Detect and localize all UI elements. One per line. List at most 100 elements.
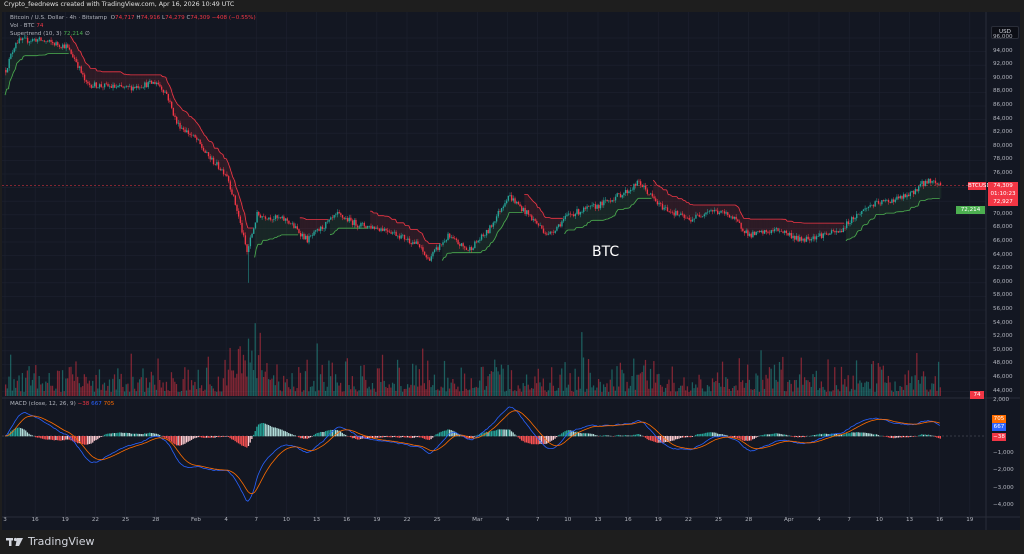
legend-volume[interactable]: Vol · BTC 74 xyxy=(10,23,43,29)
macd-histogram-bar xyxy=(589,433,591,437)
candle-body xyxy=(268,217,270,220)
chart-canvas[interactable] xyxy=(2,12,1020,530)
macd-histogram-bar xyxy=(110,433,112,437)
volume-bar xyxy=(541,386,543,396)
candle-body xyxy=(403,234,406,240)
volume-bar xyxy=(70,366,72,396)
candle-body xyxy=(641,185,644,188)
macd-histogram-bar xyxy=(232,436,235,440)
chart-area[interactable]: Bitcoin / U.S. Dollar · 4h · Bitstamp O7… xyxy=(2,12,1020,530)
macd-histogram-bar xyxy=(241,436,243,446)
macd-histogram-bar xyxy=(646,436,648,440)
volume-bar xyxy=(897,391,900,396)
candle-body xyxy=(526,210,528,215)
volume-bar xyxy=(174,381,176,396)
price-tick-label: 88,000 xyxy=(993,88,1013,95)
volume-bar xyxy=(907,370,910,396)
volume-bar xyxy=(113,374,116,396)
macd-histogram-bar xyxy=(887,436,889,438)
macd-histogram-bar xyxy=(443,430,446,437)
candle-body xyxy=(757,231,759,232)
macd-histogram-bar xyxy=(219,436,221,438)
time-tick-label: 13 xyxy=(905,517,914,523)
macd-histogram-bar xyxy=(251,436,253,439)
candle-body xyxy=(291,223,293,224)
macd-histogram-bar xyxy=(144,433,146,437)
volume-bar xyxy=(381,354,384,396)
candle-body xyxy=(266,218,268,220)
time-tick-label: 19 xyxy=(654,517,662,523)
macd-histogram-bar xyxy=(331,429,333,437)
macd-histogram-bar xyxy=(892,436,895,439)
macd-histogram-bar xyxy=(256,426,258,437)
volume-bar xyxy=(358,390,360,396)
candle-body xyxy=(43,40,46,42)
legend-supertrend[interactable]: Supertrend (10, 3) 72,214 ∅ xyxy=(10,31,90,37)
macd-histogram-bar xyxy=(278,428,280,437)
candle-body xyxy=(45,41,47,42)
candle-body xyxy=(474,241,476,249)
candle-body xyxy=(294,226,297,228)
currency-button[interactable]: USD xyxy=(991,26,1019,39)
candle-body xyxy=(800,237,803,241)
macd-histogram-bar xyxy=(378,436,380,438)
volume-bar xyxy=(912,389,915,396)
supertrend-label: Supertrend (10, 3) xyxy=(10,31,62,37)
volume-bar xyxy=(745,382,747,396)
candle-body xyxy=(90,84,92,88)
volume-bar xyxy=(120,373,122,396)
volume-bar xyxy=(544,390,546,396)
candle-body xyxy=(748,233,751,236)
macd-histogram-bar xyxy=(142,434,144,437)
candle-body xyxy=(782,231,784,233)
macd-histogram-bar xyxy=(792,436,794,437)
macd-histogram-bar xyxy=(939,436,941,439)
macd-histogram-bar xyxy=(139,433,141,437)
volume-bar xyxy=(333,391,335,396)
candle-body xyxy=(881,200,883,205)
volume-bar xyxy=(442,387,444,396)
volume-bar xyxy=(834,367,836,396)
volume-bar xyxy=(522,383,524,396)
candle-body xyxy=(889,202,891,203)
candle-body xyxy=(544,232,546,234)
macd-histogram-bar xyxy=(651,436,653,442)
macd-histogram-bar xyxy=(155,433,158,437)
price-tick-label: 48,000 xyxy=(993,360,1013,367)
candle-body xyxy=(842,227,845,233)
macd-histogram-bar xyxy=(51,436,54,440)
macd-histogram-bar xyxy=(376,436,379,438)
symbol-title[interactable]: Bitcoin / U.S. Dollar · 4h · Bitstamp xyxy=(10,15,108,21)
volume-bar xyxy=(125,384,127,396)
volume-bar xyxy=(646,380,648,396)
macd-histogram-bar xyxy=(569,430,571,437)
candle-body xyxy=(505,200,508,204)
volume-bar xyxy=(663,391,665,396)
macd-histogram-bar xyxy=(576,431,578,437)
macd-histogram-bar xyxy=(309,436,312,438)
macd-histogram-bar xyxy=(793,436,796,438)
volume-bar xyxy=(606,383,608,396)
macd-histogram-bar xyxy=(60,436,62,441)
volume-bar xyxy=(480,367,482,396)
candle-body xyxy=(772,230,774,232)
high-label: H xyxy=(136,15,141,21)
volume-bar xyxy=(232,370,235,396)
btc-annotation[interactable]: BTC xyxy=(592,244,620,260)
candle-body xyxy=(219,168,221,171)
low-label: L xyxy=(161,15,166,21)
legend-macd[interactable]: MACD (close, 12, 26, 9) −38 667 705 xyxy=(10,401,114,407)
candle-body xyxy=(177,122,180,124)
macd-histogram-bar xyxy=(668,436,670,442)
candle-body xyxy=(97,87,99,89)
macd-histogram-bar xyxy=(790,436,792,437)
volume-bar xyxy=(350,389,352,396)
volume-bar xyxy=(336,382,338,396)
tradingview-logo[interactable]: TradingView xyxy=(6,535,94,548)
price-tick-label: 92,000 xyxy=(993,61,1013,68)
time-tick-label: 10 xyxy=(564,517,572,523)
volume-bar xyxy=(742,380,744,396)
volume-bar xyxy=(107,385,109,396)
volume-bar xyxy=(549,382,551,396)
volume-bar xyxy=(410,384,412,396)
